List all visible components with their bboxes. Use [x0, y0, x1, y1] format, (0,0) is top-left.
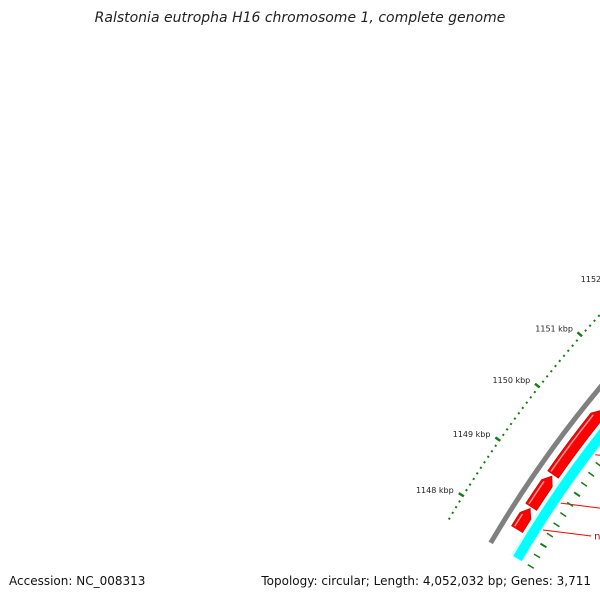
ruler-minor-tick	[447, 517, 451, 520]
ruler-minor-tick	[588, 324, 592, 328]
ruler-minor-tick	[483, 460, 486, 464]
ruler-major-tick	[534, 382, 541, 389]
ruler-minor-tick	[558, 359, 562, 363]
gene-label-leader	[543, 529, 592, 537]
ruler-minor-tick	[494, 444, 498, 448]
ruler-minor-tick	[475, 471, 479, 475]
ruler-minor-tick	[541, 380, 545, 384]
ruler-minor-tick	[584, 329, 588, 333]
genome-summary-text: Topology: circular; Length: 4,052,032 bp…	[261, 574, 591, 588]
ruler-label-1148: 1148 kbp	[416, 486, 454, 495]
ruler-minor-tick	[571, 344, 574, 348]
inner-ruler-tick	[539, 542, 547, 549]
inner-ruler-tick	[595, 461, 600, 467]
ruler-minor-tick	[549, 369, 553, 373]
ruler-minor-tick	[451, 511, 455, 515]
inner-ruler-tick	[566, 501, 574, 507]
ruler-minor-tick	[468, 483, 472, 486]
gene-arrow-highlight	[528, 480, 545, 505]
ruler-minor-tick	[513, 417, 517, 421]
ruler-minor-tick	[490, 449, 494, 453]
gene-label-nuoB[interactable]: nuoB	[594, 532, 600, 543]
ruler-minor-tick	[533, 390, 537, 394]
ruler-minor-tick	[593, 319, 596, 323]
ruler-minor-tick	[521, 406, 525, 410]
ruler-minor-tick	[545, 374, 549, 378]
ruler-label-1152: 1152 kbp	[581, 275, 600, 284]
inner-ruler-tick	[553, 522, 560, 528]
reverse-gene-track-highlight	[511, 425, 600, 557]
ruler-major-tick	[576, 331, 583, 338]
accession-text: Accession: NC_008313	[9, 574, 146, 588]
inner-ruler-tick	[573, 491, 581, 498]
inner-ruler-tick	[580, 481, 588, 487]
ruler-minor-tick	[479, 466, 483, 470]
ruler-minor-tick	[465, 488, 468, 492]
gene-arrow-highlight	[514, 513, 524, 527]
gene-arrow-nuoC[interactable]	[525, 475, 553, 511]
ruler-minor-tick	[509, 422, 513, 426]
ruler-label-1149: 1149 kbp	[453, 430, 491, 439]
ruler-minor-tick	[505, 428, 509, 431]
inner-ruler-tick	[559, 511, 567, 518]
ruler-minor-tick	[525, 401, 529, 405]
ruler-minor-tick	[597, 314, 600, 318]
reverse-gene-track	[511, 425, 600, 562]
inner-ruler-tick	[527, 564, 535, 569]
backbone-arc	[488, 383, 600, 545]
ruler-minor-tick	[575, 339, 579, 343]
ruler-minor-tick	[458, 500, 461, 503]
inner-ruler-tick	[546, 532, 554, 538]
inner-ruler-tick	[533, 553, 541, 559]
ruler-minor-tick	[454, 505, 458, 509]
ruler-minor-tick	[554, 364, 557, 368]
ruler-major-tick	[458, 492, 465, 498]
ruler-minor-tick	[486, 455, 490, 459]
gene-label-leader	[560, 502, 600, 509]
gene-arrow-highlight	[550, 414, 594, 472]
ruler-minor-tick	[562, 354, 566, 358]
ruler-label-1150: 1150 kbp	[493, 376, 531, 385]
inner-ruler-tick	[587, 471, 595, 478]
ruler-label-1151: 1151 kbp	[535, 324, 573, 333]
map-title: Ralstonia eutropha H16 chromosome 1, com…	[94, 10, 506, 26]
gene-label-leader	[595, 454, 600, 456]
gene-arrow-nuoD[interactable]	[547, 410, 600, 479]
ruler-minor-tick	[529, 395, 533, 399]
ruler-minor-tick	[472, 477, 476, 481]
ruler-minor-tick	[517, 411, 521, 415]
gene-arrow-nuoB[interactable]	[511, 508, 532, 534]
ruler-major-tick	[494, 436, 502, 442]
ruler-minor-tick	[501, 433, 505, 437]
ruler-minor-tick	[566, 349, 570, 353]
